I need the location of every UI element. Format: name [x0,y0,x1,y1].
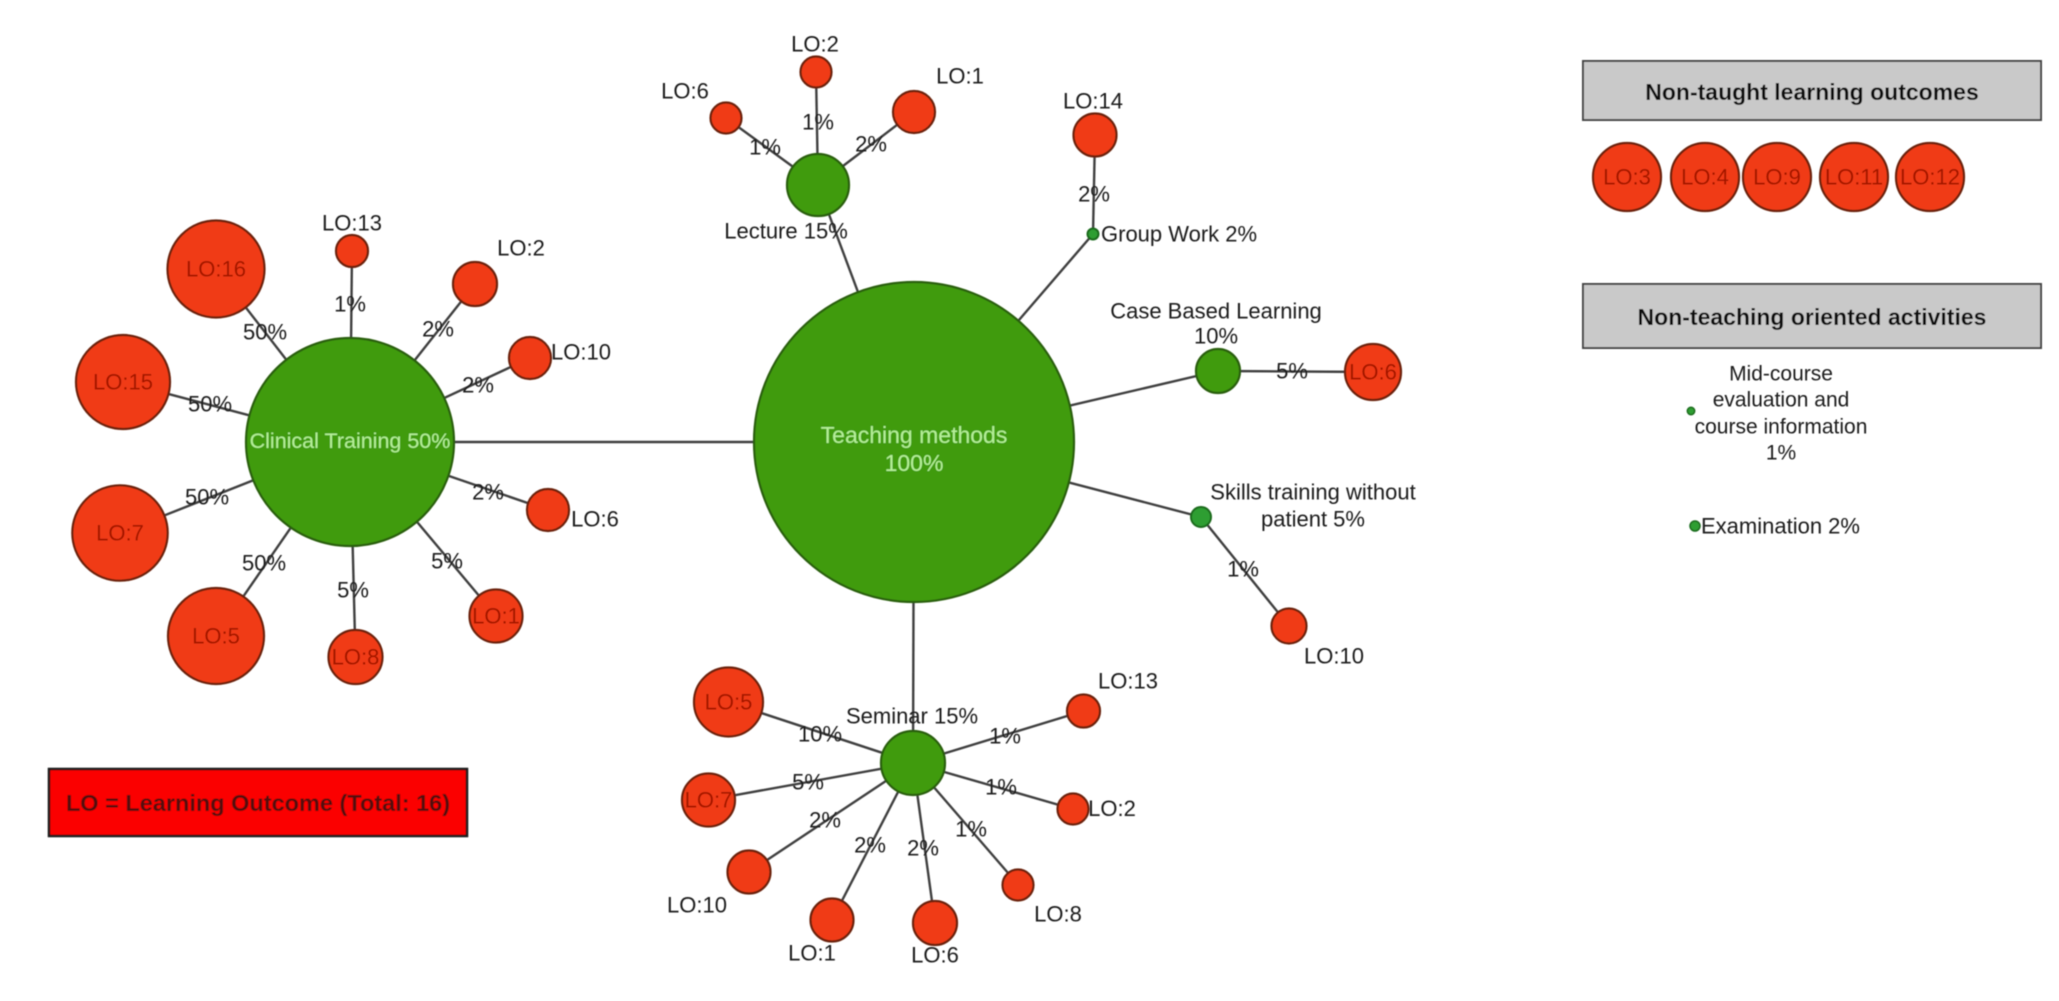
svg-text:LO:6: LO:6 [911,943,959,968]
svg-text:Seminar 15%: Seminar 15% [846,704,978,729]
svg-text:50%: 50% [185,485,229,510]
svg-text:1%: 1% [1766,442,1796,465]
svg-text:1%: 1% [955,817,987,842]
svg-text:5%: 5% [792,770,824,795]
svg-text:LO:6: LO:6 [571,507,619,532]
svg-text:patient 5%: patient 5% [1261,507,1365,532]
svg-text:5%: 5% [1276,359,1308,384]
svg-text:LO:10: LO:10 [551,340,611,365]
svg-text:LO:1: LO:1 [936,64,984,89]
svg-text:2%: 2% [462,373,494,398]
svg-text:10%: 10% [798,722,842,747]
svg-text:LO:13: LO:13 [1098,669,1158,694]
svg-text:2%: 2% [854,833,886,858]
svg-text:LO:11: LO:11 [1825,165,1883,190]
svg-text:1%: 1% [802,110,834,135]
svg-text:Lecture 15%: Lecture 15% [724,219,848,244]
svg-text:LO:15: LO:15 [93,370,153,395]
svg-text:50%: 50% [243,320,287,345]
svg-text:LO:10: LO:10 [667,893,727,918]
svg-text:2%: 2% [472,480,504,505]
svg-text:1%: 1% [749,135,781,160]
svg-text:Mid-course: Mid-course [1729,363,1833,386]
svg-text:5%: 5% [431,549,463,574]
svg-text:2%: 2% [1078,182,1110,207]
svg-text:LO:8: LO:8 [332,645,380,670]
svg-text:LO:4: LO:4 [1681,165,1729,190]
svg-text:2%: 2% [809,808,841,833]
svg-text:LO:7: LO:7 [685,788,733,813]
svg-text:LO:13: LO:13 [322,211,382,236]
svg-text:LO:7: LO:7 [96,521,144,546]
svg-text:1%: 1% [1227,557,1259,582]
svg-text:5%: 5% [337,578,369,603]
svg-text:50%: 50% [242,551,286,576]
svg-text:Group Work 2%: Group Work 2% [1101,222,1257,247]
svg-text:Clinical Training 50%: Clinical Training 50% [250,429,451,453]
svg-text:Skills training without: Skills training without [1210,480,1415,505]
svg-text:Case Based Learning: Case Based Learning [1110,299,1322,324]
svg-text:2%: 2% [907,836,939,861]
svg-text:LO:5: LO:5 [705,690,753,715]
svg-text:LO:2: LO:2 [497,236,545,261]
svg-text:LO:6: LO:6 [661,79,709,104]
svg-text:LO:8: LO:8 [1034,902,1082,927]
svg-text:LO:2: LO:2 [791,32,839,57]
svg-text:Non-teaching oriented activiti: Non-teaching oriented activities [1638,304,1987,330]
svg-text:evaluation and: evaluation and [1713,389,1850,412]
svg-text:LO:2: LO:2 [1088,796,1136,821]
svg-text:LO:1: LO:1 [788,941,836,966]
svg-text:1%: 1% [989,724,1021,749]
svg-text:LO = Learning Outcome (Total:: LO = Learning Outcome (Total: 16) [66,790,450,816]
svg-text:Non-taught learning outcomes: Non-taught learning outcomes [1645,79,1979,105]
svg-text:10%: 10% [1194,324,1238,349]
svg-text:LO:6: LO:6 [1349,360,1397,385]
svg-text:Examination 2%: Examination 2% [1701,514,1860,539]
svg-text:LO:12: LO:12 [1900,165,1960,190]
svg-text:LO:14: LO:14 [1063,89,1123,114]
svg-text:1%: 1% [334,292,366,317]
svg-text:LO:3: LO:3 [1603,165,1651,190]
svg-text:50%: 50% [188,392,232,417]
svg-text:LO:9: LO:9 [1753,165,1801,190]
svg-text:course information: course information [1695,416,1868,439]
svg-text:1%: 1% [985,775,1017,800]
svg-text:2%: 2% [422,317,454,342]
svg-text:100%: 100% [885,450,944,476]
svg-text:LO:1: LO:1 [472,604,520,629]
svg-text:LO:10: LO:10 [1304,644,1364,669]
svg-text:LO:16: LO:16 [186,257,246,282]
svg-text:LO:5: LO:5 [192,624,240,649]
svg-text:Teaching methods: Teaching methods [821,422,1008,448]
svg-text:2%: 2% [855,132,887,157]
